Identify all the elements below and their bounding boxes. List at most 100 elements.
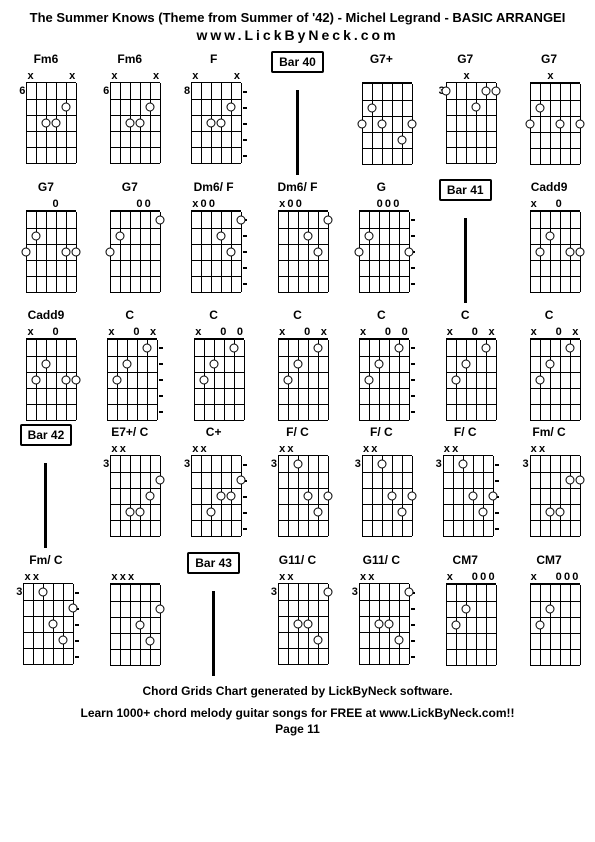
string-line [160, 456, 161, 536]
fretboard [530, 455, 580, 536]
string-line [214, 340, 215, 420]
fret-line [446, 617, 496, 618]
string-mark [35, 326, 43, 338]
chord-diagram: C+3xx [174, 424, 254, 548]
string-line [56, 212, 57, 292]
fret-line [110, 260, 160, 261]
fretboard [110, 455, 160, 536]
diagram-wrap [351, 70, 412, 164]
string-mark [563, 70, 571, 82]
string-mark [555, 443, 563, 455]
fret-line [530, 116, 580, 117]
finger-dot [207, 508, 216, 517]
chord-label: G11/ C [279, 552, 316, 568]
string-mark [35, 198, 43, 210]
finger-dot [535, 104, 544, 113]
string-marks-row: x0 [26, 326, 76, 338]
string-mark: 0 [51, 326, 59, 338]
fretboard [278, 210, 328, 292]
string-line [389, 212, 390, 292]
fret-line [194, 356, 244, 357]
fretboard-diagram: xx [110, 443, 160, 536]
string-mark: x [451, 443, 459, 455]
fret-line [23, 648, 73, 649]
fretboard [530, 338, 580, 420]
finger-dot [397, 136, 406, 145]
string-mark [124, 326, 132, 338]
fret-line [278, 488, 328, 489]
string-mark: x [110, 70, 118, 82]
finger-dot [354, 248, 363, 257]
string-mark: x [446, 571, 454, 583]
fret-line [107, 388, 157, 389]
fret-line [191, 488, 241, 489]
string-line [241, 456, 242, 536]
string-marks-row: x00 [359, 326, 409, 338]
diagram-wrap: x0 [15, 326, 76, 420]
finger-dot [357, 120, 366, 129]
finger-dot [468, 492, 477, 501]
string-line [466, 83, 467, 163]
string-line [130, 212, 131, 292]
chord-label: C [125, 307, 134, 323]
finger-dot [52, 119, 61, 128]
fret-line [530, 292, 580, 293]
string-line [496, 585, 497, 665]
string-line [446, 340, 447, 420]
fret-line [359, 228, 409, 229]
fret-line [110, 147, 160, 148]
string-line [140, 456, 141, 536]
string-mark [216, 443, 224, 455]
fretboard [107, 338, 157, 420]
string-mark [208, 70, 216, 82]
finger-dot [441, 87, 450, 96]
string-mark: x [119, 571, 127, 583]
diagram-wrap: x00 [180, 198, 247, 292]
string-line [157, 340, 158, 420]
chord-diagram: Fm/ C3xx [6, 552, 86, 676]
fret-line [26, 372, 76, 373]
fret-line [446, 147, 496, 148]
fret-position-label: 3 [12, 586, 23, 598]
chord-label: G7+ [370, 51, 393, 67]
string-mark [359, 198, 367, 210]
fret-line [446, 420, 496, 421]
finger-dot [323, 216, 332, 225]
fret-line [446, 388, 496, 389]
fret-line [26, 163, 76, 164]
string-mark [476, 443, 484, 455]
string-line [362, 456, 363, 536]
string-line [570, 585, 571, 665]
finger-dot [555, 508, 564, 517]
finger-dot [377, 120, 386, 129]
string-mark [370, 70, 378, 82]
string-mark [303, 443, 311, 455]
fret-line [278, 632, 328, 633]
string-line [443, 456, 444, 536]
string-mark [224, 443, 232, 455]
string-mark [60, 326, 68, 338]
string-marks-row: x0x [530, 326, 580, 338]
string-mark: x [119, 443, 127, 455]
string-mark [224, 198, 232, 210]
string-mark: 0 [392, 198, 400, 210]
string-line [150, 585, 151, 665]
chord-diagram: Dm6/ Fx00 [257, 179, 337, 303]
chord-label: G11/ C [363, 552, 400, 568]
bar-separator-line [212, 591, 215, 676]
fret-line [359, 420, 409, 421]
finger-dot [227, 492, 236, 501]
string-mark: x [530, 443, 538, 455]
string-mark [538, 198, 546, 210]
string-mark: x [278, 326, 286, 338]
finger-dot [387, 492, 396, 501]
fret-line [443, 536, 493, 537]
fret-line [191, 292, 241, 293]
fret-line [278, 600, 328, 601]
string-line [369, 212, 370, 292]
string-mark: x [32, 571, 40, 583]
string-marks-row: 00 [110, 198, 160, 210]
chord-diagram: Cx0x [425, 307, 505, 420]
string-mark [208, 443, 216, 455]
string-mark: 0 [236, 326, 244, 338]
